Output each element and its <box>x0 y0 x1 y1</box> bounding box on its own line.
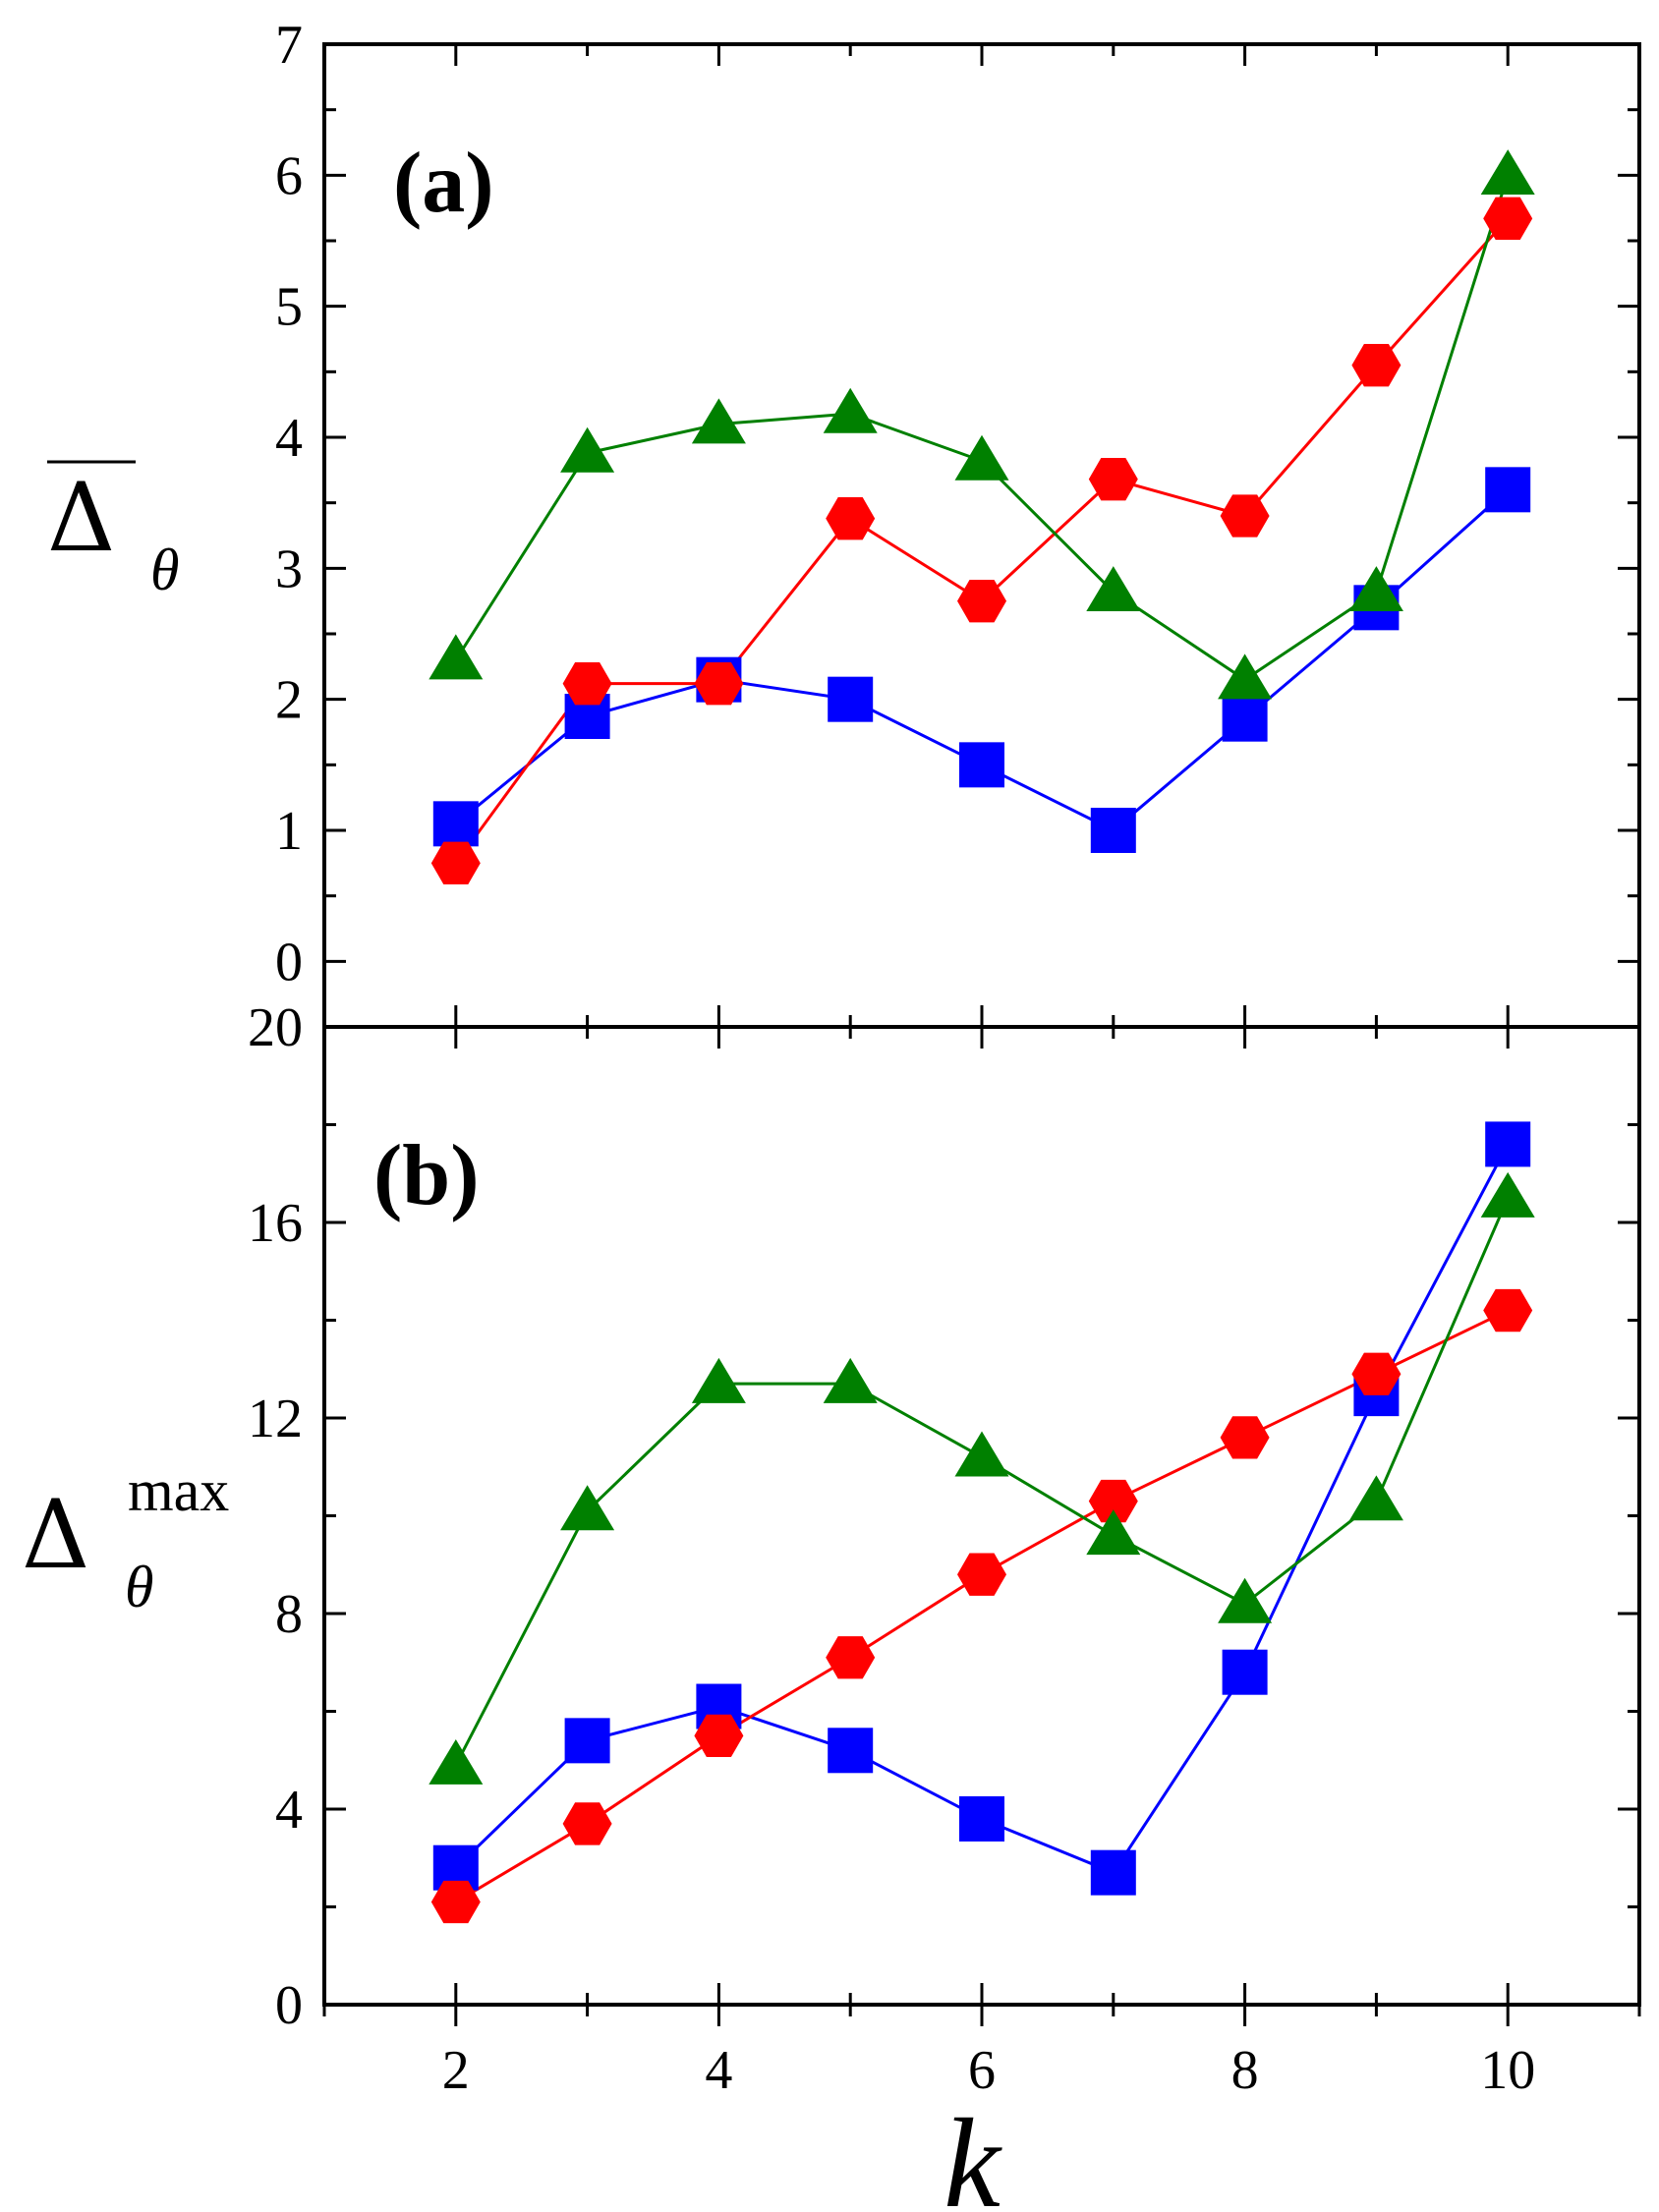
data-point <box>1483 197 1533 240</box>
data-point <box>1351 1352 1402 1395</box>
data-point <box>959 1795 1004 1842</box>
data-point <box>826 1636 876 1679</box>
data-point <box>954 434 1009 481</box>
data-point <box>957 1553 1006 1596</box>
data-point <box>691 1357 746 1403</box>
data-point <box>694 662 744 706</box>
x-axis-label: k <box>944 2093 1002 2212</box>
x-tick-label: 2 <box>442 2040 470 2101</box>
data-point <box>429 1738 484 1785</box>
data-point <box>1351 344 1402 387</box>
data-point <box>1222 696 1268 742</box>
data-point <box>1090 808 1136 853</box>
panel-a: 0 1 2 3 4 5 6 7 (a) Δ θ <box>47 15 1641 1029</box>
series-markers-square <box>432 467 1531 853</box>
y-tick-label: 2 <box>275 670 303 731</box>
data-point <box>1483 1288 1533 1333</box>
series-triangle <box>454 1197 1510 1766</box>
series-line <box>454 1143 1510 1875</box>
data-point <box>562 662 612 706</box>
y-tick-label: 6 <box>275 145 303 206</box>
series-square <box>454 1143 1510 1875</box>
data-point <box>560 1485 615 1531</box>
data-point <box>560 426 615 473</box>
data-point <box>429 634 484 680</box>
axis-frame <box>322 42 1641 1029</box>
panel-label: (b) <box>373 1128 480 1223</box>
series-markers-triangle <box>429 149 1535 700</box>
y-axis-label-sub: θ <box>150 538 179 602</box>
data-point <box>1348 1475 1403 1521</box>
y-tick-label: 12 <box>248 1389 303 1449</box>
y-tick-label: 1 <box>275 801 303 862</box>
y-axis-label-main: Δ <box>47 463 115 573</box>
data-point <box>1220 1416 1270 1459</box>
series-markers-hexagon <box>430 197 1533 884</box>
data-point <box>1090 1849 1136 1896</box>
data-point <box>1086 566 1141 612</box>
x-tick-label: 6 <box>968 2040 996 2101</box>
series-markers-triangle <box>429 1171 1535 1785</box>
data-point <box>1480 1171 1535 1218</box>
series-markers-square <box>432 1121 1531 1896</box>
y-tick-label: 4 <box>275 1780 303 1841</box>
x-tick-label: 4 <box>705 2040 732 2101</box>
data-point <box>1222 1649 1268 1695</box>
y-tick-label: 5 <box>275 277 303 338</box>
data-point <box>432 801 479 847</box>
y-tick-label: 20 <box>248 997 303 1058</box>
data-point <box>1088 458 1138 501</box>
x-tick-label: 8 <box>1231 2040 1259 2101</box>
panel-label: (a) <box>393 136 494 231</box>
data-point <box>1218 1577 1273 1623</box>
data-point <box>564 1718 610 1764</box>
data-point <box>562 1802 612 1845</box>
y-tick-label: 3 <box>275 539 303 599</box>
data-point <box>1480 149 1535 196</box>
data-point <box>430 841 481 884</box>
series-markers-hexagon <box>430 1288 1533 1924</box>
y-axis-label-sup: max <box>128 1458 229 1523</box>
y-tick-label: 7 <box>275 15 303 76</box>
data-point <box>1218 653 1273 700</box>
y-axis-label-main: Δ <box>22 1480 89 1590</box>
data-point <box>828 676 874 722</box>
data-point <box>430 1880 481 1924</box>
data-point <box>1086 1509 1141 1556</box>
data-point <box>823 387 878 433</box>
data-point <box>1220 494 1270 538</box>
y-tick-label: 0 <box>275 1975 303 2036</box>
y-tick-label: 4 <box>275 408 303 469</box>
x-tick-label: 10 <box>1480 2040 1535 2101</box>
data-point <box>1088 1479 1138 1523</box>
data-point <box>1348 566 1403 612</box>
y-tick-label: 8 <box>275 1584 303 1645</box>
series-line <box>454 1197 1510 1766</box>
data-point <box>823 1357 878 1403</box>
axis-frame <box>322 1025 1641 2007</box>
data-point <box>954 1431 1009 1477</box>
y-tick-label: 0 <box>275 932 303 993</box>
data-point <box>691 398 746 444</box>
data-point <box>828 1728 874 1774</box>
data-point <box>959 742 1004 788</box>
data-point <box>957 580 1006 623</box>
data-point <box>1485 467 1531 513</box>
data-point <box>694 1714 744 1758</box>
y-tick-label: 16 <box>248 1193 303 1254</box>
y-axis-label-sub: θ <box>125 1555 153 1619</box>
data-point <box>1485 1121 1531 1167</box>
data-point <box>826 497 876 540</box>
